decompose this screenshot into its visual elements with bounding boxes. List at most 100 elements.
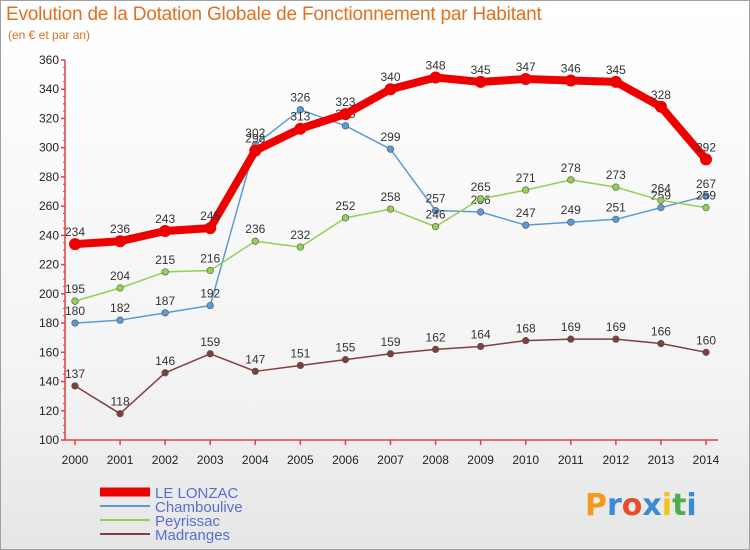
y-tick-label: 360 xyxy=(39,53,59,67)
data-label: 204 xyxy=(110,269,130,283)
data-point xyxy=(431,223,440,231)
logo-letter: i xyxy=(661,488,673,523)
data-point xyxy=(251,367,259,375)
legend-label: Madranges xyxy=(155,527,230,544)
data-point xyxy=(429,71,442,84)
data-label: 118 xyxy=(111,395,130,409)
y-tick-label: 280 xyxy=(39,170,59,184)
series-le-lonzac: 234 236 243 245 298 313 323 340 348 345 347 346 345 3… xyxy=(65,59,716,251)
data-point xyxy=(612,183,620,191)
data-label: 180 xyxy=(65,304,85,318)
chart-title: Evolution de la Dotation Globale de Fonc… xyxy=(6,4,542,25)
data-label: 273 xyxy=(606,168,626,182)
data-point xyxy=(71,382,79,390)
data-point xyxy=(116,316,124,324)
legend-item: Peyrissac xyxy=(100,513,221,530)
x-tick-label: 2014 xyxy=(693,453,720,467)
data-label: 278 xyxy=(561,161,581,175)
data-label: 168 xyxy=(516,322,536,336)
data-label: 159 xyxy=(200,335,220,349)
data-point xyxy=(386,145,395,153)
data-point xyxy=(116,284,124,292)
data-point xyxy=(296,361,304,370)
data-label: 264 xyxy=(651,181,671,195)
data-point xyxy=(522,337,530,345)
data-label: 326 xyxy=(290,91,310,105)
data-point xyxy=(609,75,622,88)
data-label: 155 xyxy=(335,341,355,355)
data-point xyxy=(116,410,124,418)
data-label: 236 xyxy=(110,222,130,236)
data-label: 323 xyxy=(335,95,355,109)
legend-item: LE LONZAC xyxy=(100,485,239,502)
data-label: 147 xyxy=(245,352,265,366)
data-label: 245 xyxy=(200,209,220,223)
data-point xyxy=(700,153,712,166)
x-tick-label: 2002 xyxy=(152,453,179,467)
series-chamboulive: 1801821871923023263152992572562472492512… xyxy=(65,91,716,327)
logo-letter: r xyxy=(607,488,622,523)
y-tick-label: 120 xyxy=(39,404,59,418)
data-point xyxy=(386,350,395,358)
data-point xyxy=(657,339,665,348)
data-label: 328 xyxy=(651,88,671,102)
data-point xyxy=(477,208,485,216)
data-point xyxy=(657,196,665,204)
data-label: 258 xyxy=(380,190,400,204)
data-label: 267 xyxy=(696,177,716,191)
data-point xyxy=(206,301,214,310)
data-label: 182 xyxy=(110,301,130,315)
data-label: 166 xyxy=(651,325,671,339)
y-tick-label: 340 xyxy=(39,82,59,96)
data-label: 215 xyxy=(155,253,175,267)
x-tick-label: 2008 xyxy=(422,453,449,467)
data-point xyxy=(341,122,350,130)
data-point xyxy=(477,342,485,351)
data-point xyxy=(114,235,127,248)
data-label: 271 xyxy=(516,171,536,185)
data-label: 299 xyxy=(380,130,400,144)
data-label: 302 xyxy=(245,126,265,140)
data-point xyxy=(474,75,487,88)
data-point xyxy=(159,225,172,237)
data-point xyxy=(612,335,620,343)
data-point xyxy=(431,206,440,215)
data-label: 234 xyxy=(65,225,85,239)
data-point xyxy=(612,215,620,223)
data-point xyxy=(341,356,350,364)
data-point xyxy=(477,195,485,203)
data-label: 246 xyxy=(426,208,446,222)
data-point xyxy=(71,297,79,305)
data-point xyxy=(702,192,710,200)
legend-label: Peyrissac xyxy=(155,513,221,530)
logo-letter: t xyxy=(672,488,687,523)
data-label: 192 xyxy=(200,287,220,301)
data-label: 345 xyxy=(606,63,626,77)
data-label: 251 xyxy=(606,200,626,214)
data-point xyxy=(657,204,665,212)
y-tick-label: 320 xyxy=(39,111,59,125)
data-label: 313 xyxy=(290,110,310,124)
data-point xyxy=(702,348,710,356)
data-label: 159 xyxy=(380,335,400,349)
data-label: 160 xyxy=(696,333,716,347)
data-point xyxy=(567,335,575,343)
data-label: 265 xyxy=(471,180,491,194)
data-label: 252 xyxy=(335,199,355,213)
chart-subtitle: (en € et par an) xyxy=(8,28,91,42)
data-label: 346 xyxy=(561,61,581,75)
data-point xyxy=(522,221,530,229)
x-tick-label: 2003 xyxy=(197,453,224,467)
y-tick-label: 100 xyxy=(39,433,59,447)
data-label: 340 xyxy=(380,70,400,84)
data-point xyxy=(339,108,352,121)
x-tick-label: 2010 xyxy=(512,453,539,467)
data-point xyxy=(654,100,667,113)
data-point xyxy=(294,122,307,135)
data-label: 137 xyxy=(65,367,85,381)
data-label: 164 xyxy=(471,327,491,341)
data-point xyxy=(296,106,304,114)
data-point xyxy=(567,218,575,226)
data-label: 216 xyxy=(200,251,220,265)
